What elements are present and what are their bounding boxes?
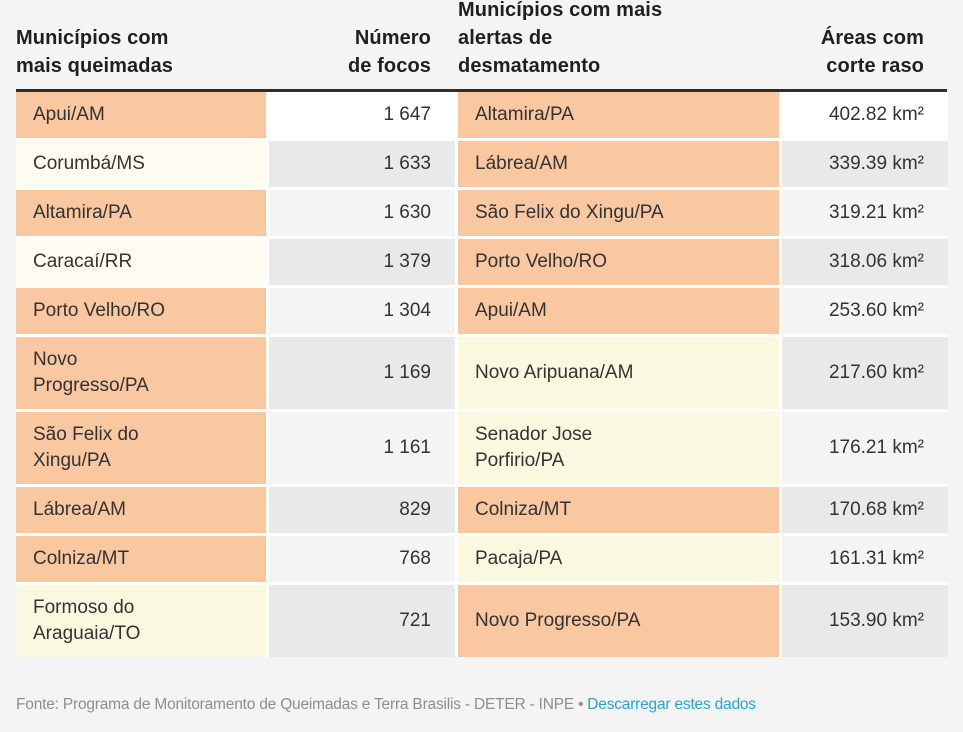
- fires-count-cell: 1 630: [269, 190, 455, 236]
- clearcut-area-cell: 153.90 km²: [782, 585, 948, 657]
- fires-count-cell: 768: [269, 536, 455, 582]
- deforestation-municipality-cell: Lábrea/AM: [458, 141, 779, 187]
- fires-count-cell: 1 633: [269, 141, 455, 187]
- deforestation-municipality-cell: Altamira/PA: [458, 92, 779, 138]
- fires-municipality-cell: Apui/AM: [16, 92, 266, 138]
- fires-municipality-cell: Corumbá/MS: [16, 141, 266, 187]
- fires-municipality-cell: São Felix do Xingu/PA: [16, 412, 266, 484]
- table-widget: Municípios com mais queimadas Número de …: [16, 0, 948, 657]
- table-body: Apui/AM 1 647 Altamira/PA 402.82 km² Cor…: [16, 92, 948, 657]
- fires-count-cell: 721: [269, 585, 455, 657]
- fires-municipality-cell: Lábrea/AM: [16, 487, 266, 533]
- footer-bullet-separator: •: [578, 696, 584, 713]
- fires-count-cell: 1 379: [269, 239, 455, 285]
- fires-count-cell: 1 169: [269, 337, 455, 409]
- fires-count-cell: 1 304: [269, 288, 455, 334]
- fires-municipality-cell: Caracaí/RR: [16, 239, 266, 285]
- clearcut-area-cell: 318.06 km²: [782, 239, 948, 285]
- deforestation-municipality-cell: Porto Velho/RO: [458, 239, 779, 285]
- column-header-deforestation-municipalities: Municípios com mais alertas de desmatame…: [458, 0, 663, 77]
- clearcut-area-cell: 319.21 km²: [782, 190, 948, 236]
- fires-count-cell: 1 647: [269, 92, 455, 138]
- download-data-link[interactable]: Descarregar estes dados: [587, 696, 756, 713]
- deforestation-municipality-cell: Novo Progresso/PA: [458, 585, 779, 657]
- clearcut-area-cell: 161.31 km²: [782, 536, 948, 582]
- fires-municipality-cell: Novo Progresso/PA: [16, 337, 266, 409]
- clearcut-area-cell: 253.60 km²: [782, 288, 948, 334]
- deforestation-municipality-cell: Apui/AM: [458, 288, 779, 334]
- footer: Fonte: Programa de Monitoramento de Quei…: [16, 694, 947, 715]
- fires-municipality-cell: Altamira/PA: [16, 190, 266, 236]
- clearcut-area-cell: 176.21 km²: [782, 412, 948, 484]
- deforestation-municipality-cell: Colniza/MT: [458, 487, 779, 533]
- clearcut-area-cell: 217.60 km²: [782, 337, 948, 409]
- clearcut-area-cell: 339.39 km²: [782, 141, 948, 187]
- clearcut-area-cell: 402.82 km²: [782, 92, 948, 138]
- deforestation-municipality-cell: Novo Aripuana/AM: [458, 337, 779, 409]
- column-header-fire-count: Número de focos: [347, 27, 431, 77]
- column-header-clearcut-area: Áreas com corte raso: [820, 27, 924, 77]
- fires-count-cell: 829: [269, 487, 455, 533]
- deforestation-municipality-cell: Pacaja/PA: [458, 536, 779, 582]
- deforestation-municipality-cell: São Felix do Xingu/PA: [458, 190, 779, 236]
- fires-municipality-cell: Formoso do Araguaia/TO: [16, 585, 266, 657]
- column-header-fires-municipalities: Municípios com mais queimadas: [16, 27, 174, 77]
- fires-municipality-cell: Porto Velho/RO: [16, 288, 266, 334]
- source-note: Fonte: Programa de Monitoramento de Quei…: [16, 696, 575, 713]
- fires-municipality-cell: Colniza/MT: [16, 536, 266, 582]
- fires-count-cell: 1 161: [269, 412, 455, 484]
- deforestation-municipality-cell: Senador Jose Porfirio/PA: [458, 412, 779, 484]
- header-rule-divider: [16, 89, 947, 92]
- table-header-row: Municípios com mais queimadas Número de …: [16, 0, 947, 89]
- clearcut-area-cell: 170.68 km²: [782, 487, 948, 533]
